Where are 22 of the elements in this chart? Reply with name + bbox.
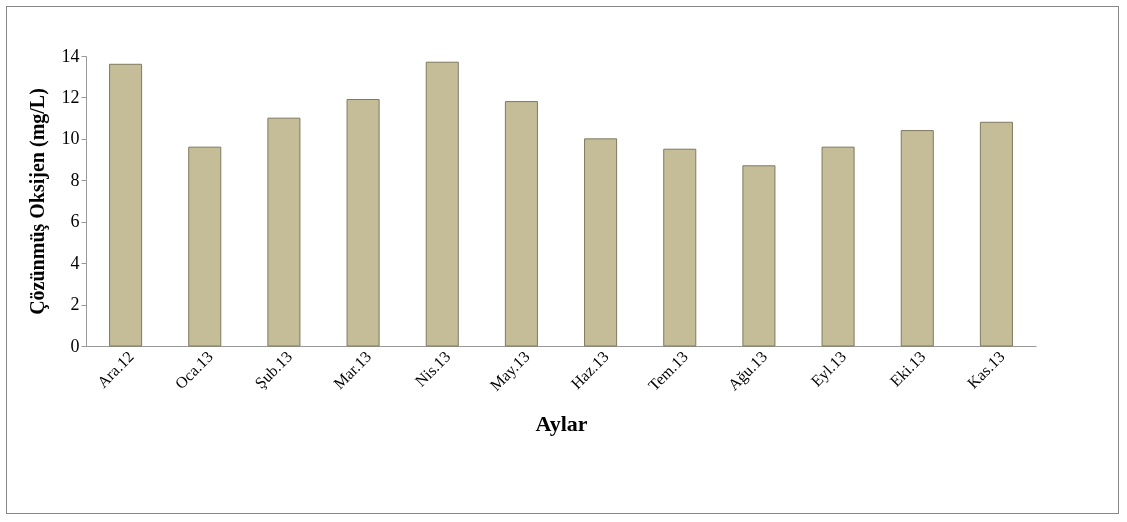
y-tick-label: 0 (70, 335, 80, 356)
bar (584, 138, 618, 347)
bar (821, 146, 855, 347)
bar (188, 146, 222, 347)
y-tick-label: 10 (61, 128, 80, 149)
bar (346, 99, 380, 347)
y-tick-label: 12 (61, 86, 80, 107)
bar (742, 165, 776, 347)
x-axis-title: Aylar (535, 410, 588, 436)
bar (109, 63, 143, 347)
y-tick-label: 4 (70, 252, 80, 273)
y-axis-title: Çözünmüş Oksijen (mg/L) (25, 88, 49, 315)
y-tick-label: 14 (61, 45, 80, 66)
bar (425, 61, 459, 347)
bar (900, 130, 934, 347)
y-tick-label: 8 (70, 169, 80, 190)
bar (979, 121, 1013, 347)
bar (504, 101, 538, 347)
bar (267, 117, 301, 347)
bar (663, 148, 697, 347)
y-tick-label: 6 (70, 211, 80, 232)
y-tick-label: 2 (70, 294, 80, 315)
